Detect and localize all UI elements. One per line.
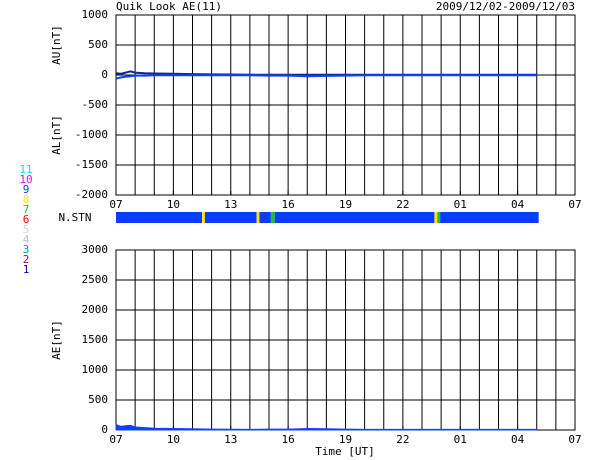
legend-entry: 2: [23, 253, 30, 266]
legend-entry: 10: [19, 173, 32, 186]
station-count-segment: [256, 212, 260, 223]
x-tick-label: 19: [339, 198, 352, 211]
x-tick-label: 04: [511, 433, 525, 446]
station-count-segment: [270, 212, 275, 223]
x-tick-label: 07: [109, 433, 122, 446]
legend-entry: 5: [23, 223, 30, 236]
y-tick-label: 500: [88, 393, 108, 406]
chart-title: Quik Look AE(11): [116, 0, 222, 13]
legend-entry: 7: [23, 203, 30, 216]
x-tick-label: 07: [568, 433, 581, 446]
station-count-segment: [434, 212, 438, 223]
y-tick-label: 0: [101, 68, 108, 81]
x-tick-label: 10: [167, 433, 180, 446]
y-axis-label: AL[nT]: [50, 115, 63, 155]
x-tick-label: 16: [282, 433, 295, 446]
x-tick-label: 13: [224, 198, 237, 211]
y-tick-label: 2500: [82, 273, 109, 286]
x-tick-label: 22: [396, 433, 409, 446]
y-tick-label: 3000: [82, 243, 109, 256]
station-count-segment: [259, 212, 271, 223]
y-tick-label: -1500: [75, 158, 108, 171]
legend-entry: 11: [19, 163, 32, 176]
legend-entry: 6: [23, 213, 30, 226]
y-axis-label: AU[nT]: [50, 25, 63, 65]
y-axis-label: AE[nT]: [50, 320, 63, 360]
y-tick-label: 2000: [82, 303, 109, 316]
x-tick-label: 01: [454, 433, 467, 446]
x-tick-label: 10: [167, 198, 180, 211]
x-axis-label: Time [UT]: [315, 445, 375, 458]
station-count-segment: [204, 212, 257, 223]
series-area: [115, 423, 538, 431]
strip-label: N.STN: [58, 211, 91, 224]
y-tick-label: -1000: [75, 128, 108, 141]
x-tick-label: 01: [454, 198, 467, 211]
series-line: [115, 74, 537, 80]
station-count-segment: [437, 212, 441, 223]
legend-entry: 3: [23, 243, 30, 256]
station-count-segment: [274, 212, 435, 223]
y-tick-label: -500: [82, 98, 109, 111]
x-tick-label: 07: [568, 198, 581, 211]
x-tick-label: 04: [511, 198, 525, 211]
y-tick-label: 1000: [82, 8, 109, 21]
y-tick-label: 1000: [82, 363, 109, 376]
legend-entry: 4: [23, 233, 30, 246]
station-count-segment: [116, 212, 203, 223]
date-range: 2009/12/02-2009/12/03: [436, 0, 575, 13]
x-tick-label: 13: [224, 433, 237, 446]
x-tick-label: 16: [282, 198, 295, 211]
legend-entry: 9: [23, 183, 30, 196]
station-count-segment: [440, 212, 539, 223]
y-tick-label: 500: [88, 38, 108, 51]
y-tick-label: -2000: [75, 188, 108, 201]
x-tick-label: 19: [339, 433, 352, 446]
x-tick-label: 07: [109, 198, 122, 211]
y-tick-label: 0: [101, 423, 108, 436]
x-tick-label: 22: [396, 198, 409, 211]
legend-entry: 1: [23, 263, 30, 276]
y-tick-label: 1500: [82, 333, 109, 346]
station-count-segment: [202, 212, 205, 223]
legend-entry: 8: [23, 193, 30, 206]
